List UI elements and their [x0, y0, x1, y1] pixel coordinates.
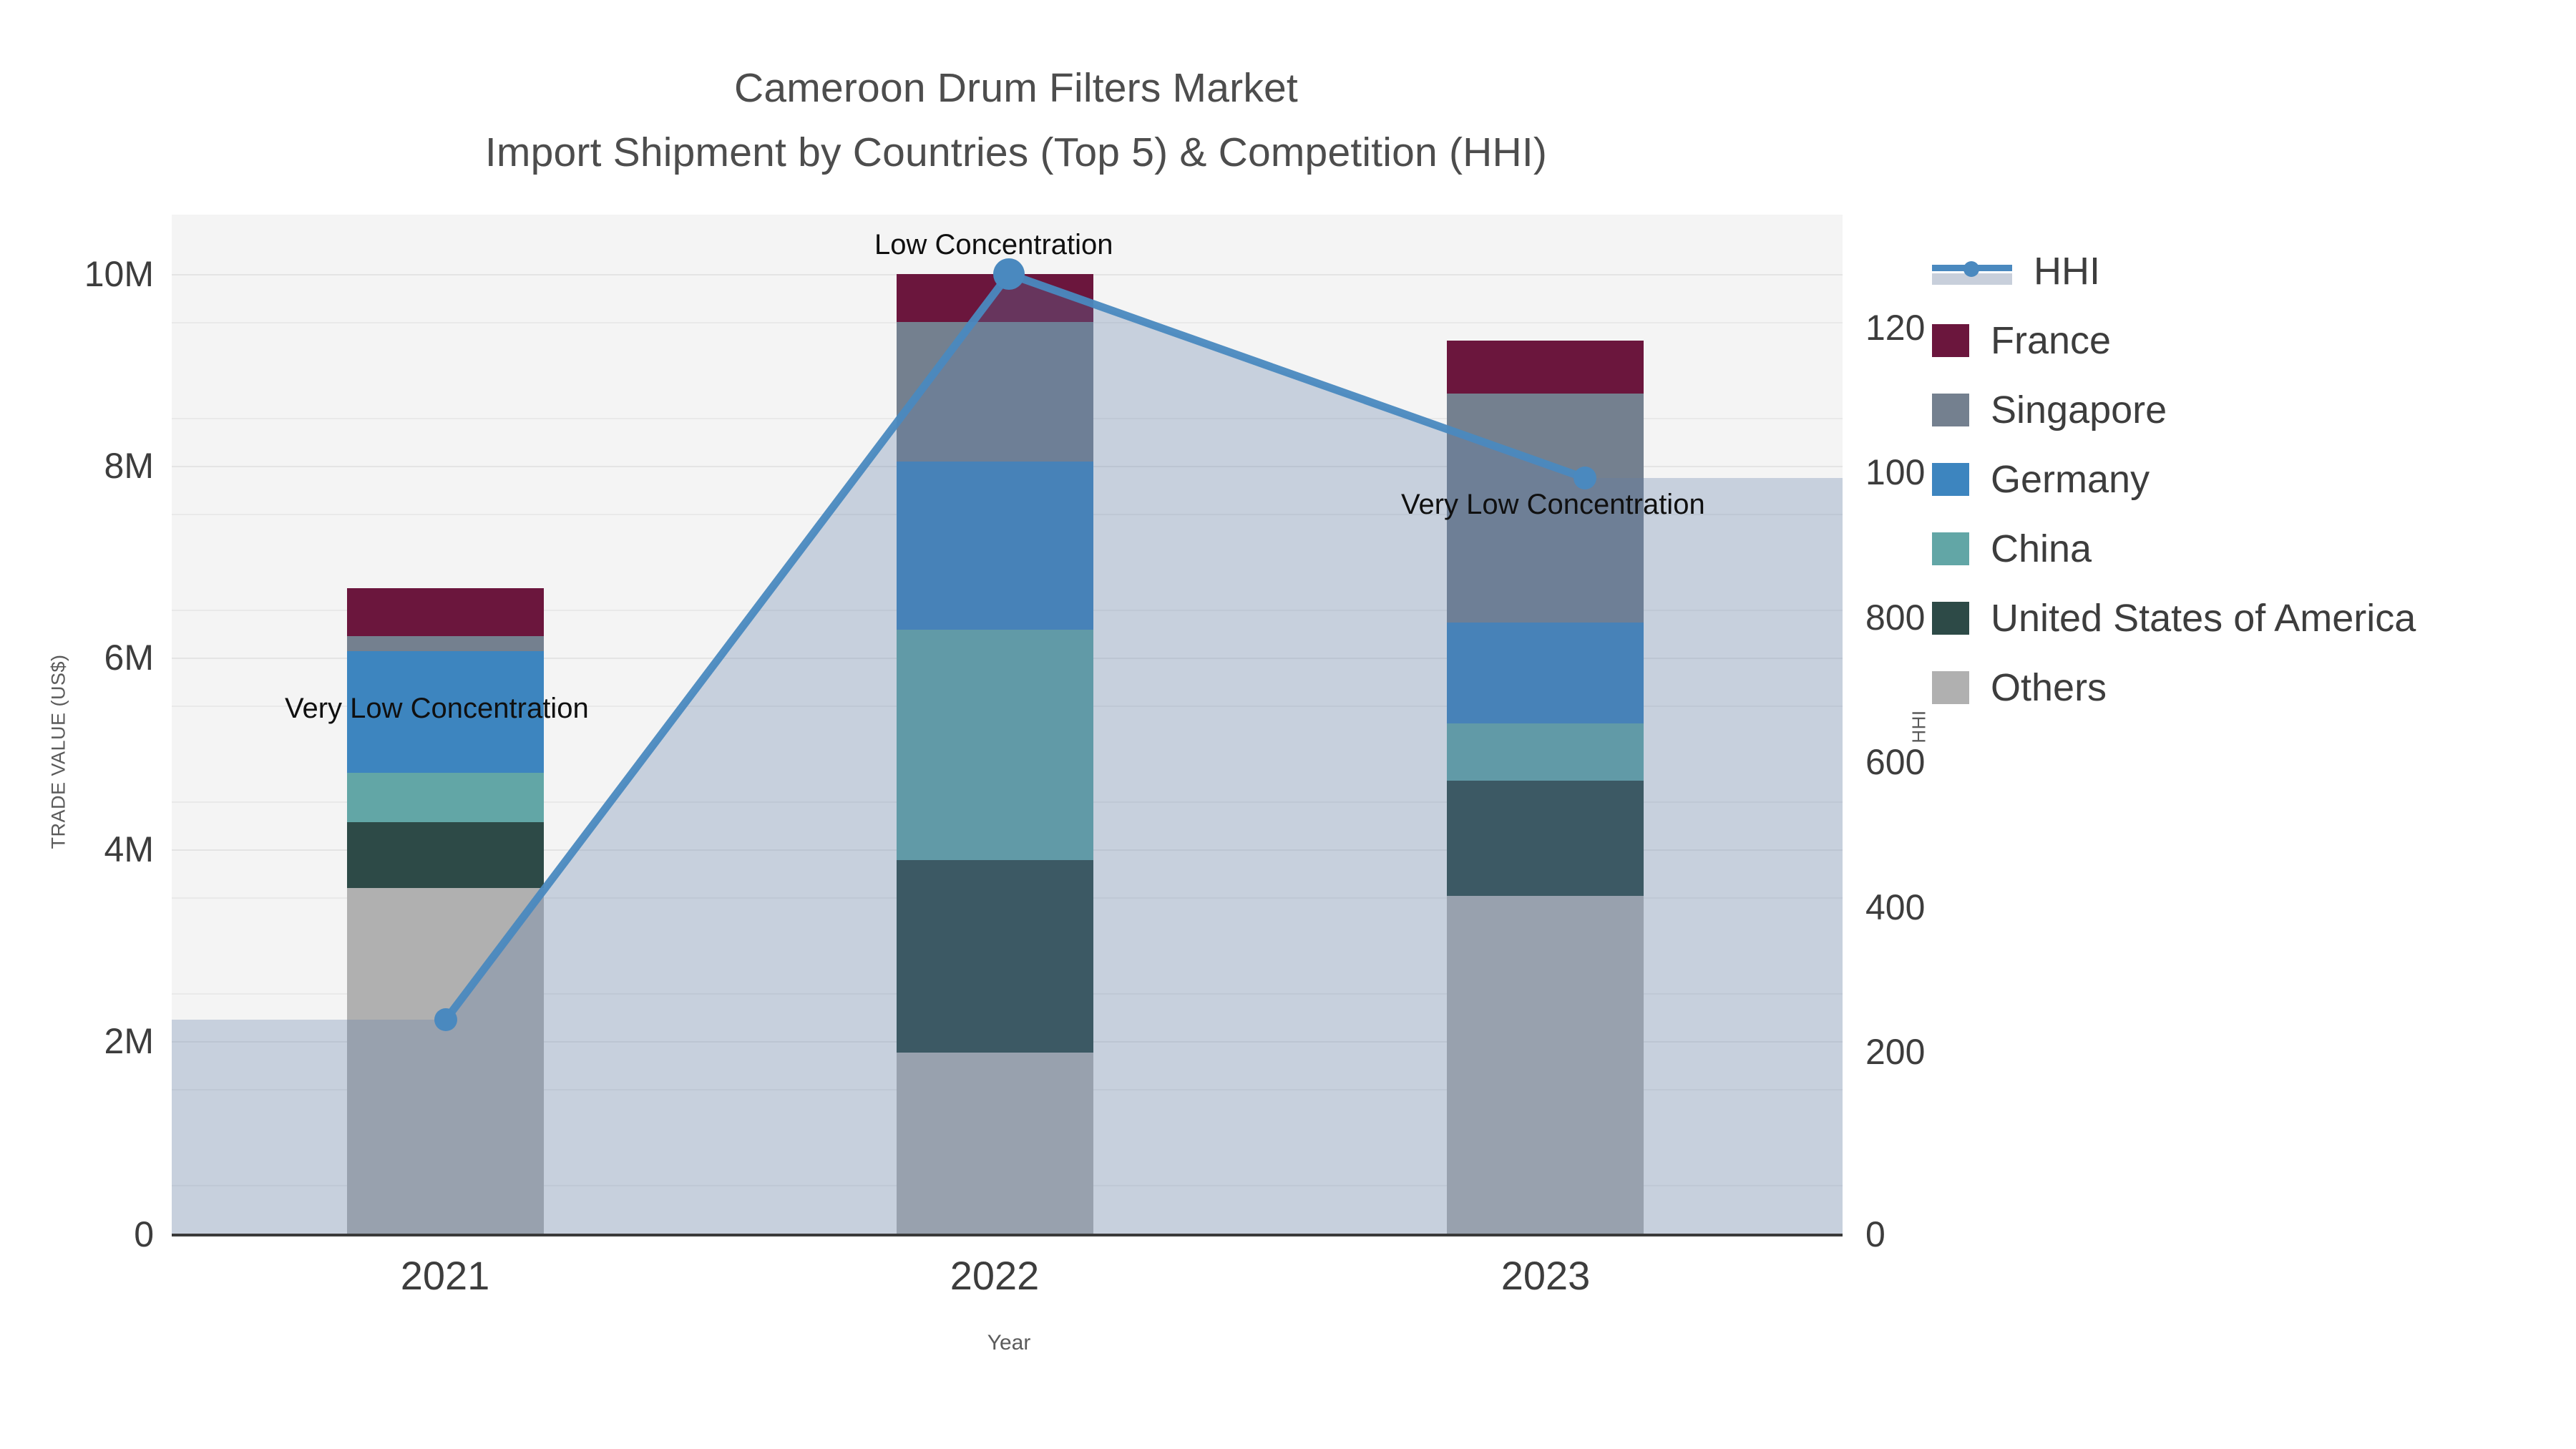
bar-segment-others-2021[interactable]: [347, 888, 544, 1234]
legend-swatch-usa-icon: [1932, 601, 1969, 635]
legend-label-usa: United States of America: [1991, 596, 2416, 640]
y-left-tick-2M: 2M: [104, 1021, 154, 1061]
bar-segment-germany-2022[interactable]: [897, 462, 1093, 630]
legend-item-singapore[interactable]: Singapore: [1932, 375, 2562, 444]
legend: HHI France Singapore Germany China Unite…: [1932, 236, 2562, 722]
y-left-tick-6M: 6M: [104, 638, 154, 678]
bar-segment-china-2022[interactable]: [897, 630, 1093, 860]
bar-segment-china-2023[interactable]: [1447, 723, 1644, 781]
x-tick-2022: 2022: [950, 1253, 1040, 1298]
bar-segment-others-2022[interactable]: [897, 1053, 1093, 1234]
legend-swatch-others-icon: [1932, 670, 1969, 704]
legend-swatch-china-icon: [1932, 532, 1969, 565]
legend-label-hhi: HHI: [2034, 249, 2100, 293]
bar-stack-2022[interactable]: [897, 274, 1093, 1234]
chart-title-line-1: Cameroon Drum Filters Market: [734, 65, 1298, 111]
legend-swatch-germany-icon: [1932, 462, 1969, 496]
bar-stack-2021[interactable]: [347, 588, 544, 1234]
x-axis-title: Year: [987, 1331, 1031, 1355]
chart-title-line-2: Import Shipment by Countries (Top 5) & C…: [484, 130, 1548, 175]
x-axis-baseline: [172, 1234, 1843, 1236]
annotation-2022: Low Concentration: [874, 229, 1113, 260]
legend-swatch-france-icon: [1932, 323, 1969, 357]
y-right-tick-1000: 100: [1865, 452, 1926, 492]
legend-label-china: China: [1991, 527, 2092, 570]
bar-segment-france-2021[interactable]: [347, 588, 544, 636]
y-right-tick-0: 0: [1865, 1214, 1885, 1254]
bar-segment-others-2023[interactable]: [1447, 896, 1644, 1234]
bar-segment-france-2022[interactable]: [897, 274, 1093, 322]
annotation-2023: Very Low Concentration: [1401, 489, 1705, 520]
bar-segment-france-2023[interactable]: [1447, 341, 1644, 394]
legend-item-china[interactable]: China: [1932, 514, 2562, 583]
legend-item-hhi[interactable]: HHI: [1932, 236, 2562, 306]
bar-segment-singapore-2022[interactable]: [897, 322, 1093, 462]
bar-segment-singapore-2021[interactable]: [347, 636, 544, 651]
bar-segment-usa-2022[interactable]: [897, 860, 1093, 1053]
bar-segment-usa-2023[interactable]: [1447, 781, 1644, 896]
legend-label-others: Others: [1991, 665, 2107, 709]
bar-segment-china-2021[interactable]: [347, 773, 544, 822]
legend-swatch-singapore-icon: [1932, 393, 1969, 426]
y-right-tick-400: 400: [1865, 887, 1926, 927]
y-left-tick-10M: 10M: [84, 254, 154, 294]
y-right-tick-1200: 120: [1865, 308, 1926, 348]
legend-item-france[interactable]: France: [1932, 306, 2562, 375]
y-right-tick-200: 200: [1865, 1032, 1926, 1072]
y-axis-left-title: TRADE VALUE (US$): [47, 654, 69, 849]
legend-item-germany[interactable]: Germany: [1932, 444, 2562, 514]
x-tick-2021: 2021: [400, 1253, 490, 1298]
legend-label-france: France: [1991, 318, 2112, 362]
chart-title: Cameroon Drum Filters Market Import Ship…: [0, 56, 2032, 185]
legend-item-others[interactable]: Others: [1932, 653, 2562, 722]
legend-label-singapore: Singapore: [1991, 388, 2167, 431]
y-left-tick-4M: 4M: [104, 829, 154, 869]
bar-segment-usa-2021[interactable]: [347, 822, 544, 888]
legend-label-germany: Germany: [1991, 457, 2150, 501]
y-left-tick-8M: 8M: [104, 446, 154, 486]
x-tick-2023: 2023: [1501, 1253, 1591, 1298]
bar-segment-germany-2023[interactable]: [1447, 623, 1644, 723]
y-left-tick-0: 0: [134, 1214, 154, 1254]
hhi-line-marker-icon: [1932, 255, 2012, 288]
y-right-tick-600: 600: [1865, 742, 1926, 782]
legend-item-united-states-of-america[interactable]: United States of America: [1932, 583, 2562, 653]
bar-stack-2023[interactable]: [1447, 341, 1644, 1234]
y-right-tick-800: 800: [1865, 597, 1926, 638]
annotation-2021: Very Low Concentration: [285, 693, 589, 724]
y-axis-right-title: HHI: [1908, 710, 1930, 743]
